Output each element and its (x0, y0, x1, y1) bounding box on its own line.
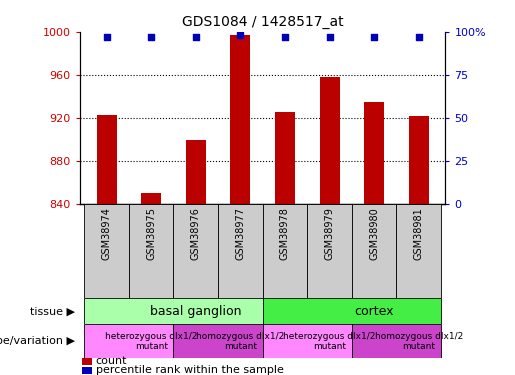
Bar (230, 35, 250, 204)
Text: homozygous dlx1/2
mutant: homozygous dlx1/2 mutant (374, 332, 463, 351)
Bar (186, 140, 206, 204)
Bar (352, 324, 441, 358)
Text: cortex: cortex (354, 305, 394, 318)
Bar (409, 116, 429, 204)
Bar (319, 77, 339, 204)
Text: genotype/variation ▶: genotype/variation ▶ (0, 336, 75, 346)
Bar (275, 112, 295, 204)
Bar (263, 324, 352, 358)
Text: GSM38976: GSM38976 (191, 207, 201, 260)
Point (370, 34, 378, 40)
Point (147, 34, 156, 40)
Bar (84, 324, 174, 358)
Bar (364, 102, 384, 204)
Text: basal ganglion: basal ganglion (150, 305, 242, 318)
Text: tissue ▶: tissue ▶ (30, 306, 75, 316)
Text: GSM38978: GSM38978 (280, 207, 290, 260)
Point (192, 34, 200, 40)
Bar (307, 204, 352, 298)
Bar (84, 298, 263, 324)
Point (415, 34, 423, 40)
Point (102, 34, 111, 40)
Bar (141, 192, 161, 204)
Bar (129, 204, 174, 298)
Bar (174, 324, 263, 358)
Text: GSM38981: GSM38981 (414, 207, 424, 260)
Text: heterozygous dlx1/2
mutant: heterozygous dlx1/2 mutant (105, 332, 197, 351)
Text: percentile rank within the sample: percentile rank within the sample (96, 365, 284, 375)
Text: GSM38977: GSM38977 (235, 207, 245, 260)
Text: GSM38975: GSM38975 (146, 207, 156, 260)
Text: heterozygous dlx1/2
mutant: heterozygous dlx1/2 mutant (283, 332, 376, 351)
Bar (96, 115, 116, 204)
Text: count: count (96, 357, 127, 366)
Bar (263, 298, 441, 324)
Text: GSM38979: GSM38979 (324, 207, 335, 260)
Point (236, 32, 245, 38)
Bar (352, 204, 397, 298)
Bar (397, 204, 441, 298)
Text: homozygous dlx1/2
mutant: homozygous dlx1/2 mutant (196, 332, 284, 351)
Point (325, 34, 334, 40)
Bar (263, 204, 307, 298)
Title: GDS1084 / 1428517_at: GDS1084 / 1428517_at (182, 15, 344, 30)
Bar (84, 204, 129, 298)
Text: GSM38974: GSM38974 (101, 207, 112, 260)
Text: GSM38980: GSM38980 (369, 207, 379, 260)
Point (281, 34, 289, 40)
Bar (174, 204, 218, 298)
Bar (218, 204, 263, 298)
